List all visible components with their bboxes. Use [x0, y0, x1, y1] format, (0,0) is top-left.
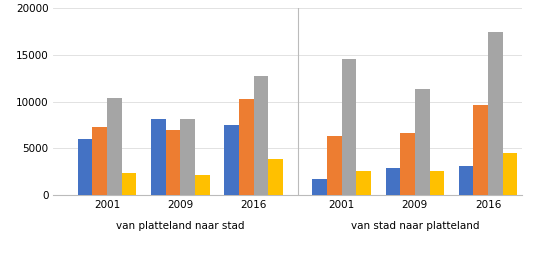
Bar — [92, 127, 107, 195]
Bar — [180, 120, 195, 195]
Bar — [459, 166, 473, 195]
Text: van stad naar platteland: van stad naar platteland — [351, 221, 479, 231]
Bar — [239, 99, 254, 195]
Bar — [268, 159, 283, 195]
Bar — [400, 133, 415, 195]
Bar — [122, 173, 136, 195]
Bar — [78, 139, 92, 195]
Bar — [107, 98, 122, 195]
Bar — [488, 31, 503, 195]
Bar — [195, 175, 209, 195]
Bar — [342, 59, 356, 195]
Bar — [430, 171, 444, 195]
Bar — [415, 89, 430, 195]
Bar — [254, 76, 268, 195]
Bar — [356, 171, 371, 195]
Bar — [166, 130, 180, 195]
Bar — [312, 179, 327, 195]
Bar — [503, 153, 518, 195]
Bar — [385, 168, 400, 195]
Bar — [327, 136, 342, 195]
Bar — [473, 105, 488, 195]
Text: van platteland naar stad: van platteland naar stad — [116, 221, 245, 231]
Bar — [151, 120, 166, 195]
Bar — [224, 125, 239, 195]
